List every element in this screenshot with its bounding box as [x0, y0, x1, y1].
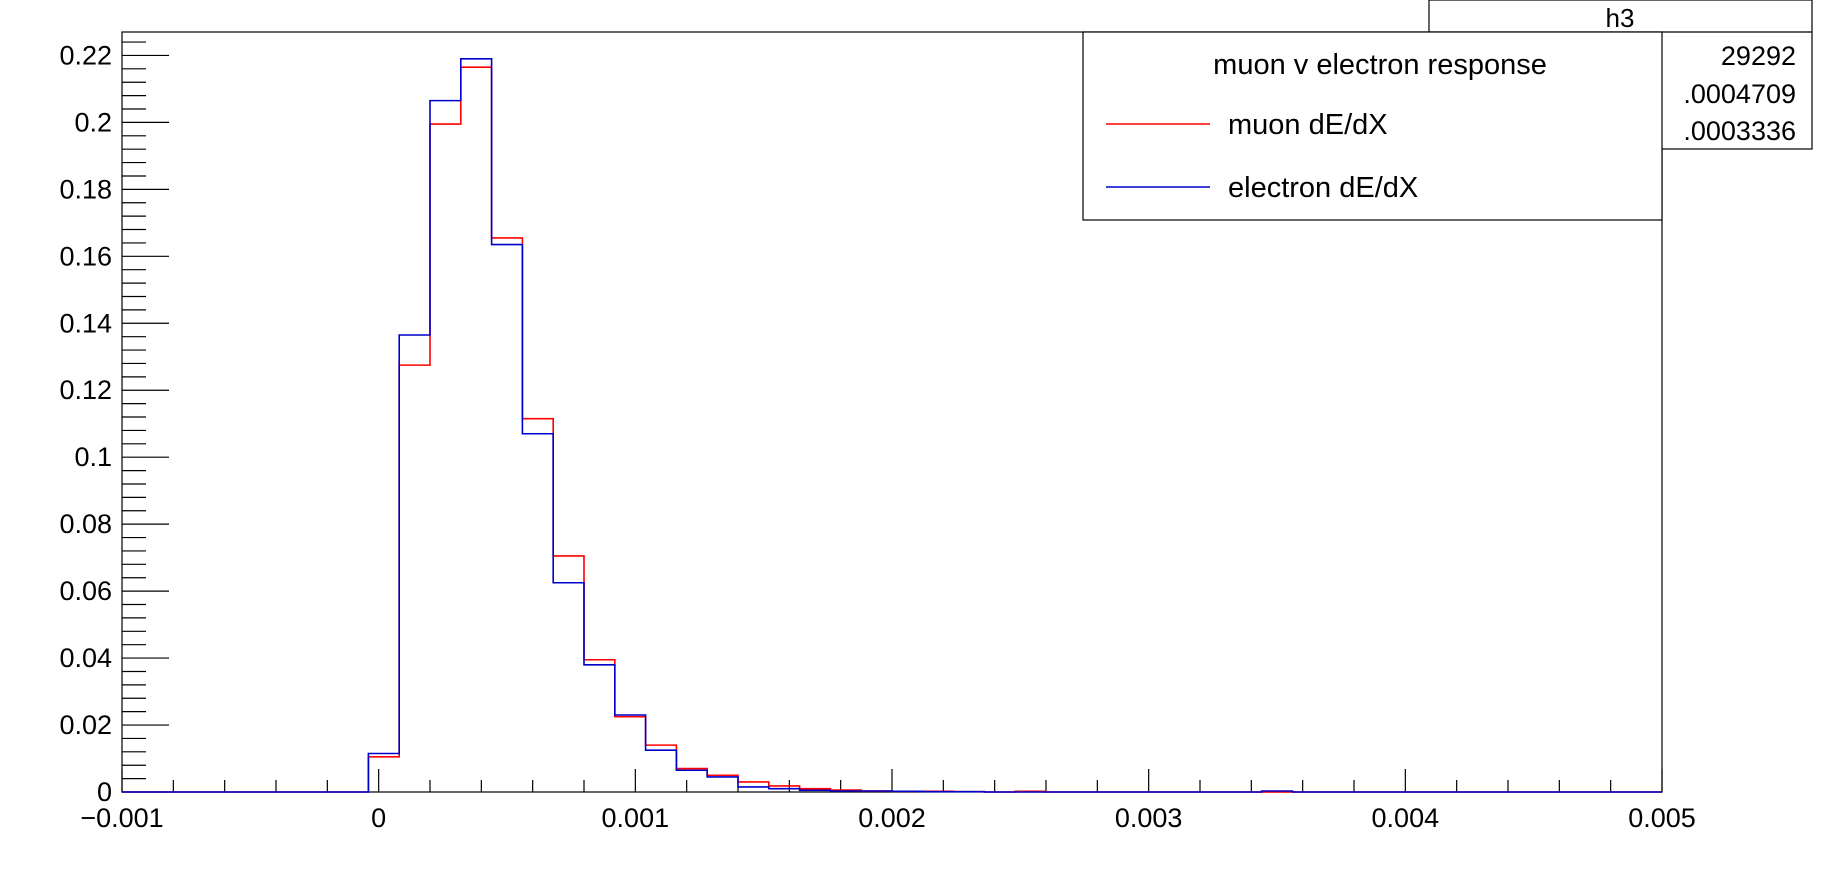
- y-tick-label: 0.18: [59, 174, 112, 204]
- x-tick-label: 0.004: [1372, 803, 1440, 833]
- stats-box-title: h3: [1606, 3, 1635, 33]
- y-tick-label: 0.2: [74, 107, 112, 137]
- legend-frame: [1082, 31, 1663, 221]
- y-tick-label: 0.22: [59, 40, 112, 70]
- legend: muon v electron response muon dE/dX elec…: [1082, 31, 1663, 221]
- stats-mean-value: .0004709: [1683, 79, 1796, 109]
- x-tick-label: 0.001: [602, 803, 670, 833]
- x-tick-label: 0: [371, 803, 386, 833]
- series-electron: [122, 57, 1662, 793]
- y-tick-label: 0.14: [59, 308, 112, 338]
- stats-stddev-value: .0003336: [1683, 116, 1796, 146]
- x-tick-label: 0.002: [858, 803, 926, 833]
- y-tick-label: 0.12: [59, 375, 112, 405]
- legend-label-muon: muon dE/dX: [1228, 109, 1388, 141]
- axis-ticks: 0 0.02 0.04 0.06 0.08 0.1 0.12 0.14 0.16 0.18 0.2 0…: [59, 40, 1695, 833]
- legend-header: muon v electron response: [1213, 49, 1547, 81]
- histogram-line-electron: [122, 57, 1662, 793]
- y-tick-label: 0.1: [74, 442, 112, 472]
- x-tick-label: 0.005: [1628, 803, 1696, 833]
- y-tick-label: 0.08: [59, 509, 112, 539]
- x-tick-label: 0.003: [1115, 803, 1183, 833]
- y-tick-label: 0: [97, 777, 112, 807]
- x-tick-label: −0.001: [80, 803, 163, 833]
- y-tick-label: 0.06: [59, 576, 112, 606]
- y-tick-label: 0.02: [59, 710, 112, 740]
- y-tick-label: 0.16: [59, 241, 112, 271]
- series-layer: [122, 57, 1662, 793]
- y-tick-label: 0.04: [59, 643, 112, 673]
- stats-entries-value: 29292: [1721, 41, 1796, 71]
- legend-label-electron: electron dE/dX: [1228, 172, 1418, 204]
